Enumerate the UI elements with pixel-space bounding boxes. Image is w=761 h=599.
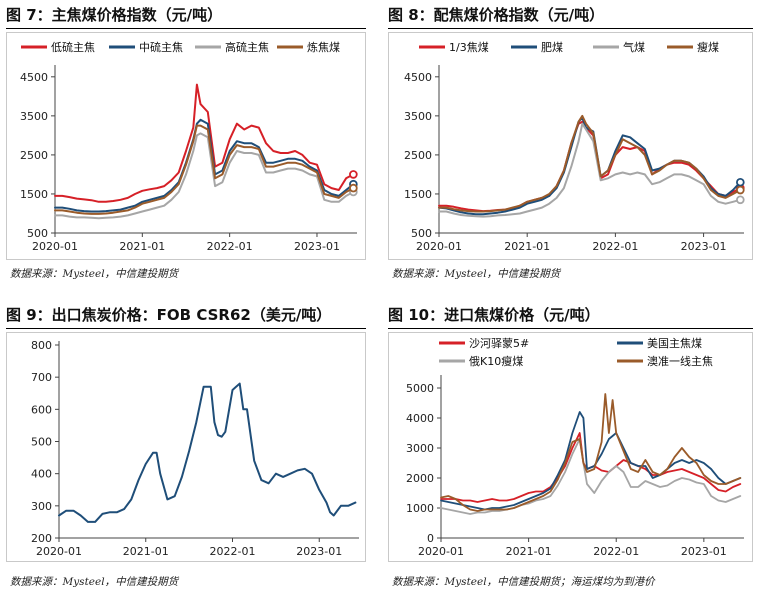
series-line-2	[440, 411, 742, 511]
y-tick-label: 3000	[406, 442, 434, 455]
x-tick-label: 2022-01	[593, 545, 639, 558]
y-tick-label: 300	[31, 500, 52, 513]
series-line-3	[438, 122, 742, 218]
figure-8-plot-area: 500 1500 2500 3500 4500 2020-01 2021-01 2022-01…	[388, 32, 753, 260]
figure-10-plot-area: 0 1000 2000 3000 4000 5000 2020-01 2021-01 2022-…	[388, 332, 753, 562]
series-end-marker-3	[736, 195, 745, 205]
legend-label-4: 炼焦煤	[307, 40, 340, 54]
y-tick-label: 500	[411, 227, 432, 240]
y-tick-label: 4000	[406, 412, 434, 425]
series-line-2	[54, 118, 355, 213]
x-tick-label: 2022-01	[207, 240, 253, 253]
series-end-marker-1	[349, 170, 358, 179]
x-tick-label: 2021-01	[506, 545, 552, 558]
legend-label-2: 美国主焦煤	[647, 337, 702, 350]
figure-8-source: 数据来源：Mysteel，中信建投期货	[392, 268, 561, 280]
x-tick-label: 2020-01	[32, 240, 78, 253]
figure-10-source: 数据来源：Mysteel，中信建投期货；海运煤均为到港价	[392, 576, 655, 588]
legend-label-1: 沙河驿蒙5#	[469, 337, 529, 350]
x-tick-label: 2020-01	[418, 545, 464, 558]
x-tick-label: 2020-01	[416, 240, 462, 253]
figure-9-source: 数据来源：Mysteel，中信建投期货	[10, 576, 179, 588]
figure-9-title: 图 9：出口焦炭价格：FOB CSR62（美元/吨）	[6, 304, 366, 329]
figure-8-chart: 500 1500 2500 3500 4500 2020-01 2021-01 2022-01…	[404, 40, 745, 253]
figure-9-plot-area: 200 300 400 500 600 700 800 2020-01 2021-01 2022-…	[6, 332, 366, 562]
figure-10-chart: 0 1000 2000 3000 4000 5000 2020-01 2021-01 2022-…	[406, 337, 744, 558]
y-tick-label: 2000	[406, 472, 434, 485]
y-tick-label: 1500	[20, 188, 48, 201]
y-tick-label: 2500	[404, 149, 432, 162]
y-tick-label: 700	[31, 371, 52, 384]
legend-label-1: 1/3焦煤	[449, 41, 489, 54]
series-end-marker-4	[349, 183, 358, 193]
figure-10-title: 图 10：进口焦煤价格（元/吨）	[388, 304, 753, 329]
y-tick-label: 3500	[20, 110, 48, 123]
x-tick-label: 2022-01	[592, 240, 638, 253]
legend-label-3: 俄K10瘦煤	[469, 354, 523, 368]
legend-label-4: 澳准一线主焦	[647, 354, 713, 368]
y-tick-label: 2500	[20, 149, 48, 162]
series-line-3	[440, 438, 742, 515]
series-line-4	[440, 393, 742, 512]
figure-9-chart: 200 300 400 500 600 700 800 2020-01 2021-01 2022-…	[31, 339, 359, 558]
series-line-1	[58, 382, 357, 523]
x-tick-label: 2020-01	[36, 545, 82, 558]
y-tick-label: 200	[31, 532, 52, 545]
y-tick-label: 1000	[406, 502, 434, 515]
figure-8-panel: 图 8：配焦煤价格指数（元/吨） 500 1500 2500 3500 4500 2020…	[388, 4, 753, 294]
legend-label-2: 中硫主焦	[139, 40, 183, 54]
y-tick-label: 1500	[404, 188, 432, 201]
x-tick-label: 2023-01	[681, 545, 727, 558]
x-tick-label: 2023-01	[296, 545, 342, 558]
series-end-marker-2	[736, 177, 745, 187]
x-tick-label: 2023-01	[294, 240, 340, 253]
legend-label-1: 低硫主焦	[51, 40, 95, 54]
y-tick-label: 0	[427, 532, 434, 545]
figure-7-source: 数据来源：Mysteel，中信建投期货	[10, 268, 179, 280]
x-tick-label: 2022-01	[210, 545, 256, 558]
x-tick-label: 2021-01	[504, 240, 550, 253]
legend-label-3: 气煤	[623, 40, 645, 54]
figure-7-chart: 500 1500 2500 3500 4500 2020-01 2021-01 2022-01…	[20, 40, 358, 253]
y-tick-label: 4500	[20, 71, 48, 84]
y-tick-label: 3500	[404, 110, 432, 123]
x-tick-label: 2023-01	[681, 240, 727, 253]
y-tick-label: 500	[31, 436, 52, 449]
y-tick-label: 400	[31, 468, 52, 481]
legend-label-3: 高硫主焦	[225, 40, 269, 54]
figure-9-panel: 图 9：出口焦炭价格：FOB CSR62（美元/吨） 200 300 400 500 6…	[6, 304, 366, 596]
figure-7-plot-area: 500 1500 2500 3500 4500 2020-01 2021-01 2022-01…	[6, 32, 366, 260]
figure-8-title: 图 8：配焦煤价格指数（元/吨）	[388, 4, 753, 29]
y-tick-label: 600	[31, 403, 52, 416]
y-tick-label: 5000	[406, 382, 434, 395]
x-tick-label: 2021-01	[123, 545, 169, 558]
series-line-4	[54, 124, 355, 215]
series-line-4	[438, 114, 742, 213]
series-end-marker-4	[736, 185, 745, 195]
figure-7-panel: 图 7：主焦煤价格指数（元/吨） 500 1500 2500 3500 4500 2020…	[6, 4, 366, 294]
series-line-3	[54, 132, 355, 220]
series-line-1	[54, 83, 355, 203]
legend-label-2: 肥煤	[541, 41, 563, 54]
figure-7-title: 图 7：主焦煤价格指数（元/吨）	[6, 4, 366, 29]
figure-10-panel: 图 10：进口焦煤价格（元/吨） 0 1000 2000 3000 4000 5000 20…	[388, 304, 753, 596]
x-tick-label: 2021-01	[119, 240, 165, 253]
y-tick-label: 800	[31, 339, 52, 352]
legend-label-4: 瘦煤	[697, 40, 719, 54]
y-tick-label: 4500	[404, 71, 432, 84]
y-tick-label: 500	[27, 227, 48, 240]
